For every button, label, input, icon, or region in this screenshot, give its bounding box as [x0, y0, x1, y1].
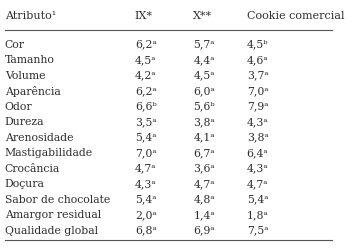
Text: Sabor de chocolate: Sabor de chocolate [5, 195, 110, 205]
Text: X**: X** [193, 11, 212, 21]
Text: 2,0ᵃ: 2,0ᵃ [135, 210, 157, 220]
Text: 5,6ᵇ: 5,6ᵇ [193, 102, 215, 112]
Text: 5,4ᵃ: 5,4ᵃ [135, 133, 156, 143]
Text: Doçura: Doçura [5, 179, 45, 189]
Text: 3,5ᵃ: 3,5ᵃ [135, 117, 157, 127]
Text: 7,0ᵃ: 7,0ᵃ [135, 148, 157, 158]
Text: Arenosidade: Arenosidade [5, 133, 73, 143]
Text: 4,5ᵃ: 4,5ᵃ [193, 71, 215, 81]
Text: Dureza: Dureza [5, 117, 44, 127]
Text: 6,9ᵃ: 6,9ᵃ [193, 226, 215, 236]
Text: 6,2ᵃ: 6,2ᵃ [135, 86, 157, 96]
Text: 1,4ᵃ: 1,4ᵃ [193, 210, 215, 220]
Text: Volume: Volume [5, 71, 45, 81]
Text: 3,8ᵃ: 3,8ᵃ [247, 133, 268, 143]
Text: 3,8ᵃ: 3,8ᵃ [193, 117, 215, 127]
Text: 6,4ᵃ: 6,4ᵃ [247, 148, 268, 158]
Text: 4,3ᵃ: 4,3ᵃ [247, 164, 268, 174]
Text: Mastigabilidade: Mastigabilidade [5, 148, 93, 158]
Text: 4,5ᵇ: 4,5ᵇ [247, 40, 268, 50]
Text: 3,6ᵃ: 3,6ᵃ [193, 164, 215, 174]
Text: Crocância: Crocância [5, 164, 60, 174]
Text: 1,8ᵃ: 1,8ᵃ [247, 210, 268, 220]
Text: 6,0ᵃ: 6,0ᵃ [193, 86, 215, 96]
Text: IX*: IX* [135, 11, 153, 21]
Text: 4,7ᵃ: 4,7ᵃ [135, 164, 156, 174]
Text: Odor: Odor [5, 102, 32, 112]
Text: 4,5ᵃ: 4,5ᵃ [135, 55, 156, 65]
Text: 6,8ᵃ: 6,8ᵃ [135, 226, 157, 236]
Text: 5,4ᵃ: 5,4ᵃ [135, 195, 156, 205]
Text: 4,2ᵃ: 4,2ᵃ [135, 71, 157, 81]
Text: 7,0ᵃ: 7,0ᵃ [247, 86, 268, 96]
Text: 4,1ᵃ: 4,1ᵃ [193, 133, 215, 143]
Text: Atributo¹: Atributo¹ [5, 11, 56, 21]
Text: 7,9ᵃ: 7,9ᵃ [247, 102, 268, 112]
Text: 4,8ᵃ: 4,8ᵃ [193, 195, 215, 205]
Text: 4,4ᵃ: 4,4ᵃ [193, 55, 215, 65]
Text: Aparência: Aparência [5, 86, 60, 97]
Text: 3,7ᵃ: 3,7ᵃ [247, 71, 268, 81]
Text: Qualidade global: Qualidade global [5, 226, 98, 236]
Text: 6,6ᵇ: 6,6ᵇ [135, 102, 157, 112]
Text: 4,7ᵃ: 4,7ᵃ [193, 179, 215, 189]
Text: 7,5ᵃ: 7,5ᵃ [247, 226, 268, 236]
Text: Cor: Cor [5, 40, 25, 50]
Text: Amargor residual: Amargor residual [5, 210, 101, 220]
Text: 4,7ᵃ: 4,7ᵃ [247, 179, 268, 189]
Text: 4,3ᵃ: 4,3ᵃ [135, 179, 157, 189]
Text: 5,7ᵃ: 5,7ᵃ [193, 40, 215, 50]
Text: 4,6ᵃ: 4,6ᵃ [247, 55, 268, 65]
Text: Cookie comercial: Cookie comercial [247, 11, 344, 21]
Text: 4,3ᵃ: 4,3ᵃ [247, 117, 268, 127]
Text: Tamanho: Tamanho [5, 55, 55, 65]
Text: 6,7ᵃ: 6,7ᵃ [193, 148, 215, 158]
Text: 6,2ᵃ: 6,2ᵃ [135, 40, 157, 50]
Text: 5,4ᵃ: 5,4ᵃ [247, 195, 268, 205]
